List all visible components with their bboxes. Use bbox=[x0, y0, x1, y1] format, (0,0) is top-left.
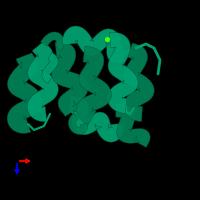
Polygon shape bbox=[7, 53, 42, 133]
Point bbox=[105, 37, 109, 41]
Polygon shape bbox=[116, 103, 150, 147]
Polygon shape bbox=[42, 53, 58, 83]
Polygon shape bbox=[123, 43, 154, 121]
Polygon shape bbox=[27, 41, 58, 122]
Polygon shape bbox=[69, 97, 124, 142]
Polygon shape bbox=[68, 113, 88, 134]
Polygon shape bbox=[107, 32, 138, 113]
Polygon shape bbox=[51, 42, 88, 116]
Polygon shape bbox=[77, 46, 111, 125]
Polygon shape bbox=[62, 26, 125, 63]
Polygon shape bbox=[41, 32, 64, 51]
